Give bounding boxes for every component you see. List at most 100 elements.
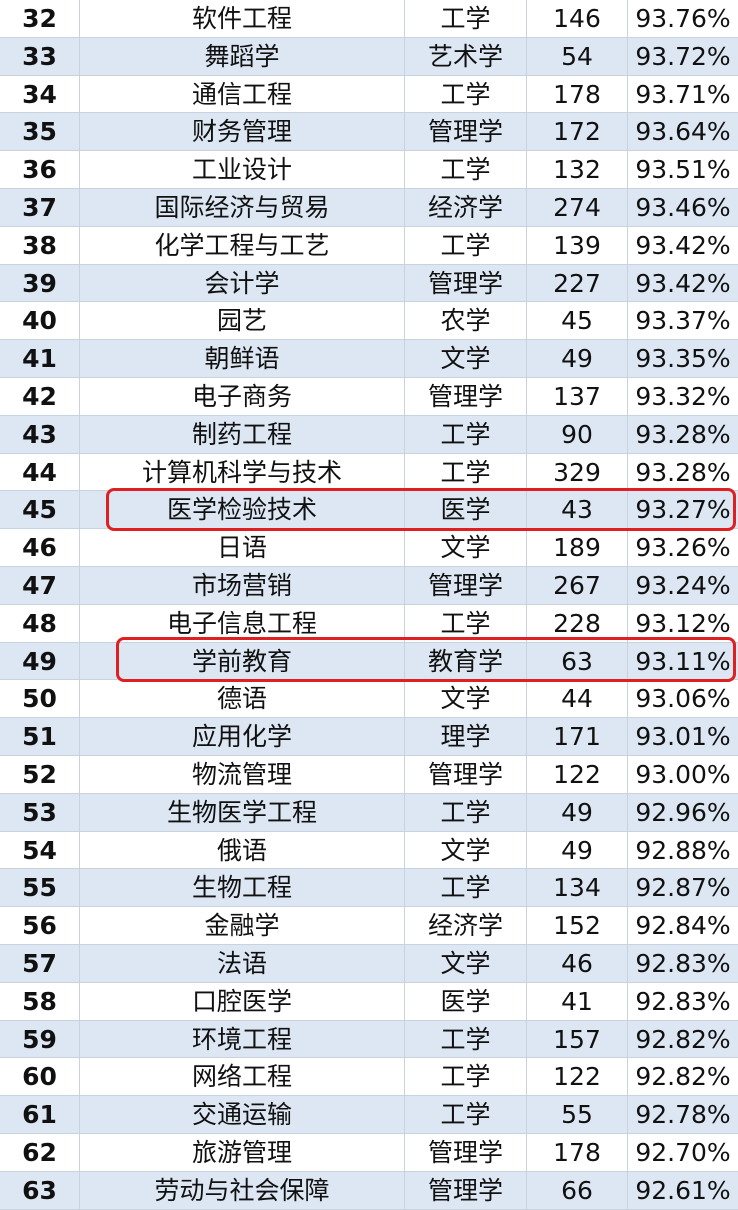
highlight-box [116,637,736,682]
count-cell: 63 [527,642,628,681]
category-cell: 文学 [405,340,527,378]
table-row: 60 网络工程 工学 122 92.82% [0,1058,738,1097]
rank-cell: 40 [0,302,80,341]
rate-cell: 93.46% [635,193,731,222]
rate-cell: 93.42% [635,230,731,260]
rate-cell: 92.87% [635,873,731,903]
count-cell: 55 [527,1096,628,1134]
count-cell: 46 [527,945,628,983]
rate-cell: 92.84% [635,911,731,941]
rank-cell: 38 [0,226,80,265]
rate-cell: 92.96% [635,797,731,827]
category-cell: 艺术学 [405,37,527,76]
major-cell: 电子商务 [80,378,405,416]
table-row: 63 劳动与社会保障 管理学 66 92.61% [0,1171,738,1210]
rank-cell: 44 [0,453,80,492]
rank-cell: 32 [0,0,80,38]
rate-cell: 93.51% [635,155,731,185]
table-row: 34 通信工程 工学 178 93.71% [0,75,738,114]
count-cell: 41 [527,982,628,1021]
table-row: 32 软件工程 工学 146 93.76% [0,0,738,38]
category-cell: 工学 [405,151,527,189]
table-row: 55 生物工程 工学 134 92.87% [0,869,738,908]
category-cell: 工学 [405,1058,527,1097]
table-row: 47 市场营销 管理学 267 93.24% [0,567,738,605]
major-cell: 会计学 [80,264,405,303]
rate-cell: 93.11% [635,646,731,676]
rank-cell: 42 [0,378,80,416]
category-cell: 工学 [405,453,527,492]
rate-cell: 93.72% [635,41,731,71]
count-cell: 157 [527,1020,628,1059]
category-cell: 工学 [405,1096,527,1134]
major-cell: 软件工程 [80,0,405,38]
category-cell: 工学 [405,415,527,454]
count-cell: 49 [527,793,628,832]
highlight-box [106,488,736,531]
table-row: 35 财务管理 管理学 172 93.64% [0,113,738,152]
major-cell: 医学检验技术 [80,491,405,530]
major-cell: 俄语 [80,831,405,870]
table-row: 51 应用化学 理学 171 93.01% [0,718,738,756]
rank-cell: 34 [0,75,80,114]
category-cell: 管理学 [405,378,527,416]
count-cell: 90 [527,415,628,454]
rate-cell: 92.82% [635,1024,731,1054]
rank-cell: 49 [0,642,80,681]
table-row: 57 法语 文学 46 92.83% [0,945,738,983]
rate-cell: 92.70% [635,1138,731,1167]
category-cell: 管理学 [405,567,527,605]
rate-cell: 92.88% [635,835,731,865]
category-cell: 管理学 [405,264,527,303]
major-cell: 通信工程 [80,75,405,114]
table-row: 62 旅游管理 管理学 178 92.70% [0,1134,738,1172]
rank-cell: 58 [0,982,80,1021]
category-cell: 工学 [405,604,527,643]
major-cell: 劳动与社会保障 [80,1171,405,1210]
major-cell: 国际经济与贸易 [80,189,405,227]
table-row: 42 电子商务 管理学 137 93.32% [0,378,738,416]
rank-cell: 61 [0,1096,80,1134]
rate-cell: 93.24% [635,571,731,600]
rank-cell: 59 [0,1020,80,1059]
rank-cell: 33 [0,37,80,76]
table-row: 45 医学检验技术 医学 43 93.27% [0,491,738,530]
table-row: 39 会计学 管理学 227 93.42% [0,264,738,303]
rank-cell: 43 [0,415,80,454]
major-cell: 德语 [80,680,405,719]
count-cell: 132 [527,151,628,189]
table-row: 38 化学工程与工艺 工学 139 93.42% [0,226,738,265]
major-cell: 金融学 [80,907,405,945]
rank-cell: 48 [0,604,80,643]
category-cell: 农学 [405,302,527,341]
rate-cell: 93.06% [635,684,731,714]
count-cell: 178 [527,75,628,114]
category-cell: 理学 [405,718,527,756]
category-cell: 教育学 [405,642,527,681]
rate-cell: 92.83% [635,949,731,978]
rank-cell: 54 [0,831,80,870]
category-cell: 工学 [405,869,527,908]
count-cell: 137 [527,378,628,416]
category-cell: 经济学 [405,189,527,227]
major-cell: 交通运输 [80,1096,405,1134]
major-cell: 生物医学工程 [80,793,405,832]
table-row: 52 物流管理 管理学 122 93.00% [0,756,738,794]
category-cell: 工学 [405,226,527,265]
table-row: 50 德语 文学 44 93.06% [0,680,738,719]
rate-cell: 93.37% [635,306,731,336]
count-cell: 178 [527,1134,628,1172]
rank-cell: 62 [0,1134,80,1172]
table-row: 54 俄语 文学 49 92.88% [0,831,738,870]
category-cell: 医学 [405,982,527,1021]
table-row: 53 生物医学工程 工学 49 92.96% [0,793,738,832]
count-cell: 122 [527,756,628,794]
rank-cell: 63 [0,1171,80,1210]
count-cell: 171 [527,718,628,756]
count-cell: 329 [527,453,628,492]
rate-cell: 93.76% [635,4,731,33]
rate-cell: 93.00% [635,760,731,789]
rate-cell: 93.32% [635,382,731,411]
table-row: 37 国际经济与贸易 经济学 274 93.46% [0,189,738,227]
rank-cell: 55 [0,869,80,908]
